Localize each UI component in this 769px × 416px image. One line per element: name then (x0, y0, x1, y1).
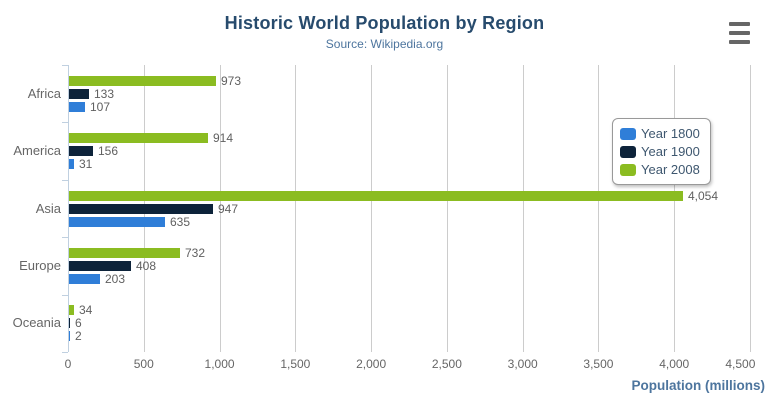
bar[interactable] (69, 102, 86, 112)
legend-symbol (620, 127, 636, 140)
bar[interactable] (69, 204, 213, 214)
bar-label: 408 (136, 259, 157, 273)
x-axis-title: Population (millions) (631, 378, 766, 393)
bar-label: 914 (213, 131, 234, 145)
bar[interactable] (69, 133, 208, 143)
legend-item[interactable]: Year 1900 (620, 144, 700, 159)
chart-title: Historic World Population by Region (224, 13, 545, 33)
bar-label: 4,054 (688, 189, 719, 203)
legend-item-label: Year 2008 (641, 162, 700, 177)
category-tick (62, 180, 68, 181)
bar-label: 732 (185, 246, 206, 260)
bar-label: 31 (79, 157, 93, 171)
bar[interactable] (69, 89, 90, 99)
category-tick (62, 237, 68, 238)
bar-label: 947 (218, 202, 239, 216)
bar-label: 6 (75, 316, 82, 330)
bar[interactable] (69, 274, 100, 284)
hamburger-icon (729, 22, 750, 44)
plot-area: 973 133 107 914 156 31 4,054 947 635 732 408 203 34 6… (62, 65, 751, 353)
legend: Year 1800 Year 1900 Year 2008 (612, 118, 711, 185)
legend-symbol (620, 145, 636, 158)
category-label: Asia (35, 201, 61, 216)
legend-item-label: Year 1800 (641, 126, 700, 141)
bar-label: 156 (98, 144, 119, 158)
category-label: Africa (27, 86, 61, 101)
bar[interactable] (69, 331, 70, 341)
bar[interactable] (69, 305, 75, 315)
bar-label: 107 (90, 100, 111, 114)
bar[interactable] (69, 191, 684, 201)
category-tick (62, 65, 68, 66)
x-tick-label: 3,500 (583, 357, 614, 371)
bar-label: 133 (94, 87, 115, 101)
category-label: Europe (19, 258, 61, 273)
category-tick (62, 295, 68, 296)
gridline (750, 65, 751, 352)
category-label: Oceania (12, 315, 61, 330)
bar-label: 2 (75, 329, 82, 343)
gridline (522, 65, 524, 352)
x-tick-label: 2,000 (356, 357, 387, 371)
legend-item[interactable]: Year 1800 (620, 126, 700, 141)
x-tick-label: 4,000 (659, 357, 690, 371)
chart-subtitle: Source: Wikipedia.org (325, 37, 444, 51)
x-tick-label: 3,000 (507, 357, 538, 371)
bar[interactable] (69, 248, 180, 258)
bar[interactable] (69, 318, 70, 328)
bar-label: 34 (79, 303, 93, 317)
category-label: America (13, 143, 61, 158)
bar[interactable] (69, 261, 131, 271)
gridline (219, 65, 221, 352)
x-tick-label: 0 (64, 357, 72, 371)
category-tick (62, 352, 68, 353)
x-tick-label: 500 (133, 357, 154, 371)
legend-item-label: Year 1900 (641, 144, 700, 159)
bar[interactable] (69, 146, 93, 156)
context-menu-button[interactable] (726, 19, 753, 47)
legend-item[interactable]: Year 2008 (620, 162, 700, 177)
gridline (446, 65, 448, 352)
bar-label: 203 (105, 272, 126, 286)
gridline (674, 65, 676, 352)
gridline (371, 65, 373, 352)
x-tick-label: 4,500 (725, 357, 756, 371)
category-tick (62, 122, 68, 123)
bar[interactable] (69, 217, 166, 227)
bar[interactable] (69, 159, 74, 169)
bar-label: 973 (221, 74, 242, 88)
gridline (295, 65, 297, 352)
bar[interactable] (69, 76, 217, 86)
x-tick-label: 2,500 (431, 357, 462, 371)
x-tick-label: 1,500 (280, 357, 311, 371)
legend-symbol (620, 163, 636, 176)
bar-label: 635 (170, 215, 191, 229)
x-tick-label: 1,000 (204, 357, 235, 371)
gridline (598, 65, 600, 352)
